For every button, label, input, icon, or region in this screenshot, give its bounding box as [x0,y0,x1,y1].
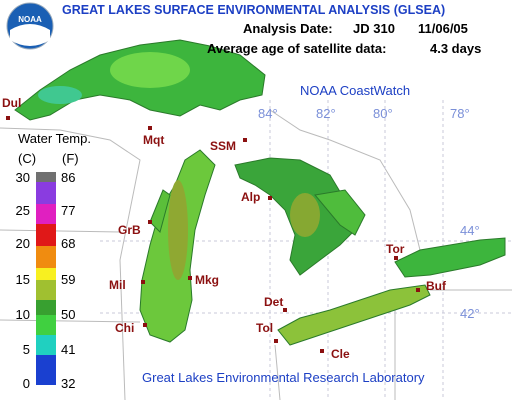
city-label: SSM [210,139,236,153]
celsius-label: 10 [16,307,30,322]
age-label: Average age of satellite data: [207,41,386,56]
city-marker [6,116,10,120]
city-marker [416,288,420,292]
city-marker [320,349,324,353]
city-label: Tol [256,321,273,335]
temp-patch [38,86,82,104]
city-marker [143,323,147,327]
logo-text: NOAA [18,15,42,24]
city-label: Tor [386,242,405,256]
lakes [14,39,506,346]
city-marker [141,280,145,284]
city-label: Alp [241,190,260,204]
city-marker [188,276,192,280]
title: GREAT LAKES SURFACE ENVIRONMENTAL ANALYS… [62,3,445,17]
city-marker [243,138,247,142]
fahrenheit-label: 50 [61,307,75,322]
city-label: Mkg [195,273,219,287]
lake-erie [277,284,431,346]
temp-patch [168,180,188,280]
city-label: GrB [118,223,141,237]
age: 4.3 days [430,41,481,56]
celsius-label: 5 [23,342,30,357]
analysis-date-label: Analysis Date: [243,21,333,36]
analysis-date: 11/06/05 [418,21,468,36]
fahrenheit-label: 32 [61,376,75,391]
fahrenheit-label: 59 [61,272,75,287]
city-label: Dul [2,96,21,110]
city-marker [274,339,278,343]
fahrenheit-label: 86 [61,170,75,185]
longitude-label: 78° [450,106,470,121]
lake-ontario [394,237,506,278]
georgian-bay [314,189,366,236]
source: NOAA CoastWatch [300,83,410,98]
city-label: Mqt [143,133,164,147]
latitude-label: 44° [460,223,480,238]
borders [0,109,512,400]
city-label: Det [264,295,283,309]
footer: Great Lakes Environmental Research Labor… [142,370,425,385]
noaa-logo: NOAA [6,2,54,50]
cities: Dul Mqt SSM GrB Alp Mil Mkg Chi Det Tol Cle Tor Buf [2,96,447,361]
latitude-label: 42° [460,306,480,321]
legend-title: Water Temp. [18,131,91,146]
longitude-label: 82° [316,106,336,121]
longitude-label: 84° [258,106,278,121]
temp-patch [290,193,320,237]
celsius-label: 30 [16,170,30,185]
celsius-label: 20 [16,236,30,251]
celsius-label: 15 [16,272,30,287]
temp-patch [110,52,190,88]
green-bay [149,189,171,233]
fahrenheit-label: 68 [61,236,75,251]
celsius-label: 25 [16,203,30,218]
celsius-label: 0 [23,376,30,391]
fahrenheit-unit: (F) [62,151,79,166]
city-label: Cle [331,347,350,361]
fahrenheit-label: 77 [61,203,75,218]
city-marker [394,256,398,260]
city-label: Mil [109,278,126,292]
color-bar [36,172,56,385]
julian-day: JD 310 [353,21,395,36]
city-marker [148,126,152,130]
celsius-unit: (C) [18,151,36,166]
city-marker [148,220,152,224]
city-label: Chi [115,321,134,335]
city-marker [268,196,272,200]
longitude-label: 80° [373,106,393,121]
city-label: Buf [426,279,447,293]
city-marker [283,308,287,312]
scale-labels: 30 25 20 15 10 5 0 86 77 68 59 50 41 32 [16,170,76,391]
fahrenheit-label: 41 [61,342,75,357]
